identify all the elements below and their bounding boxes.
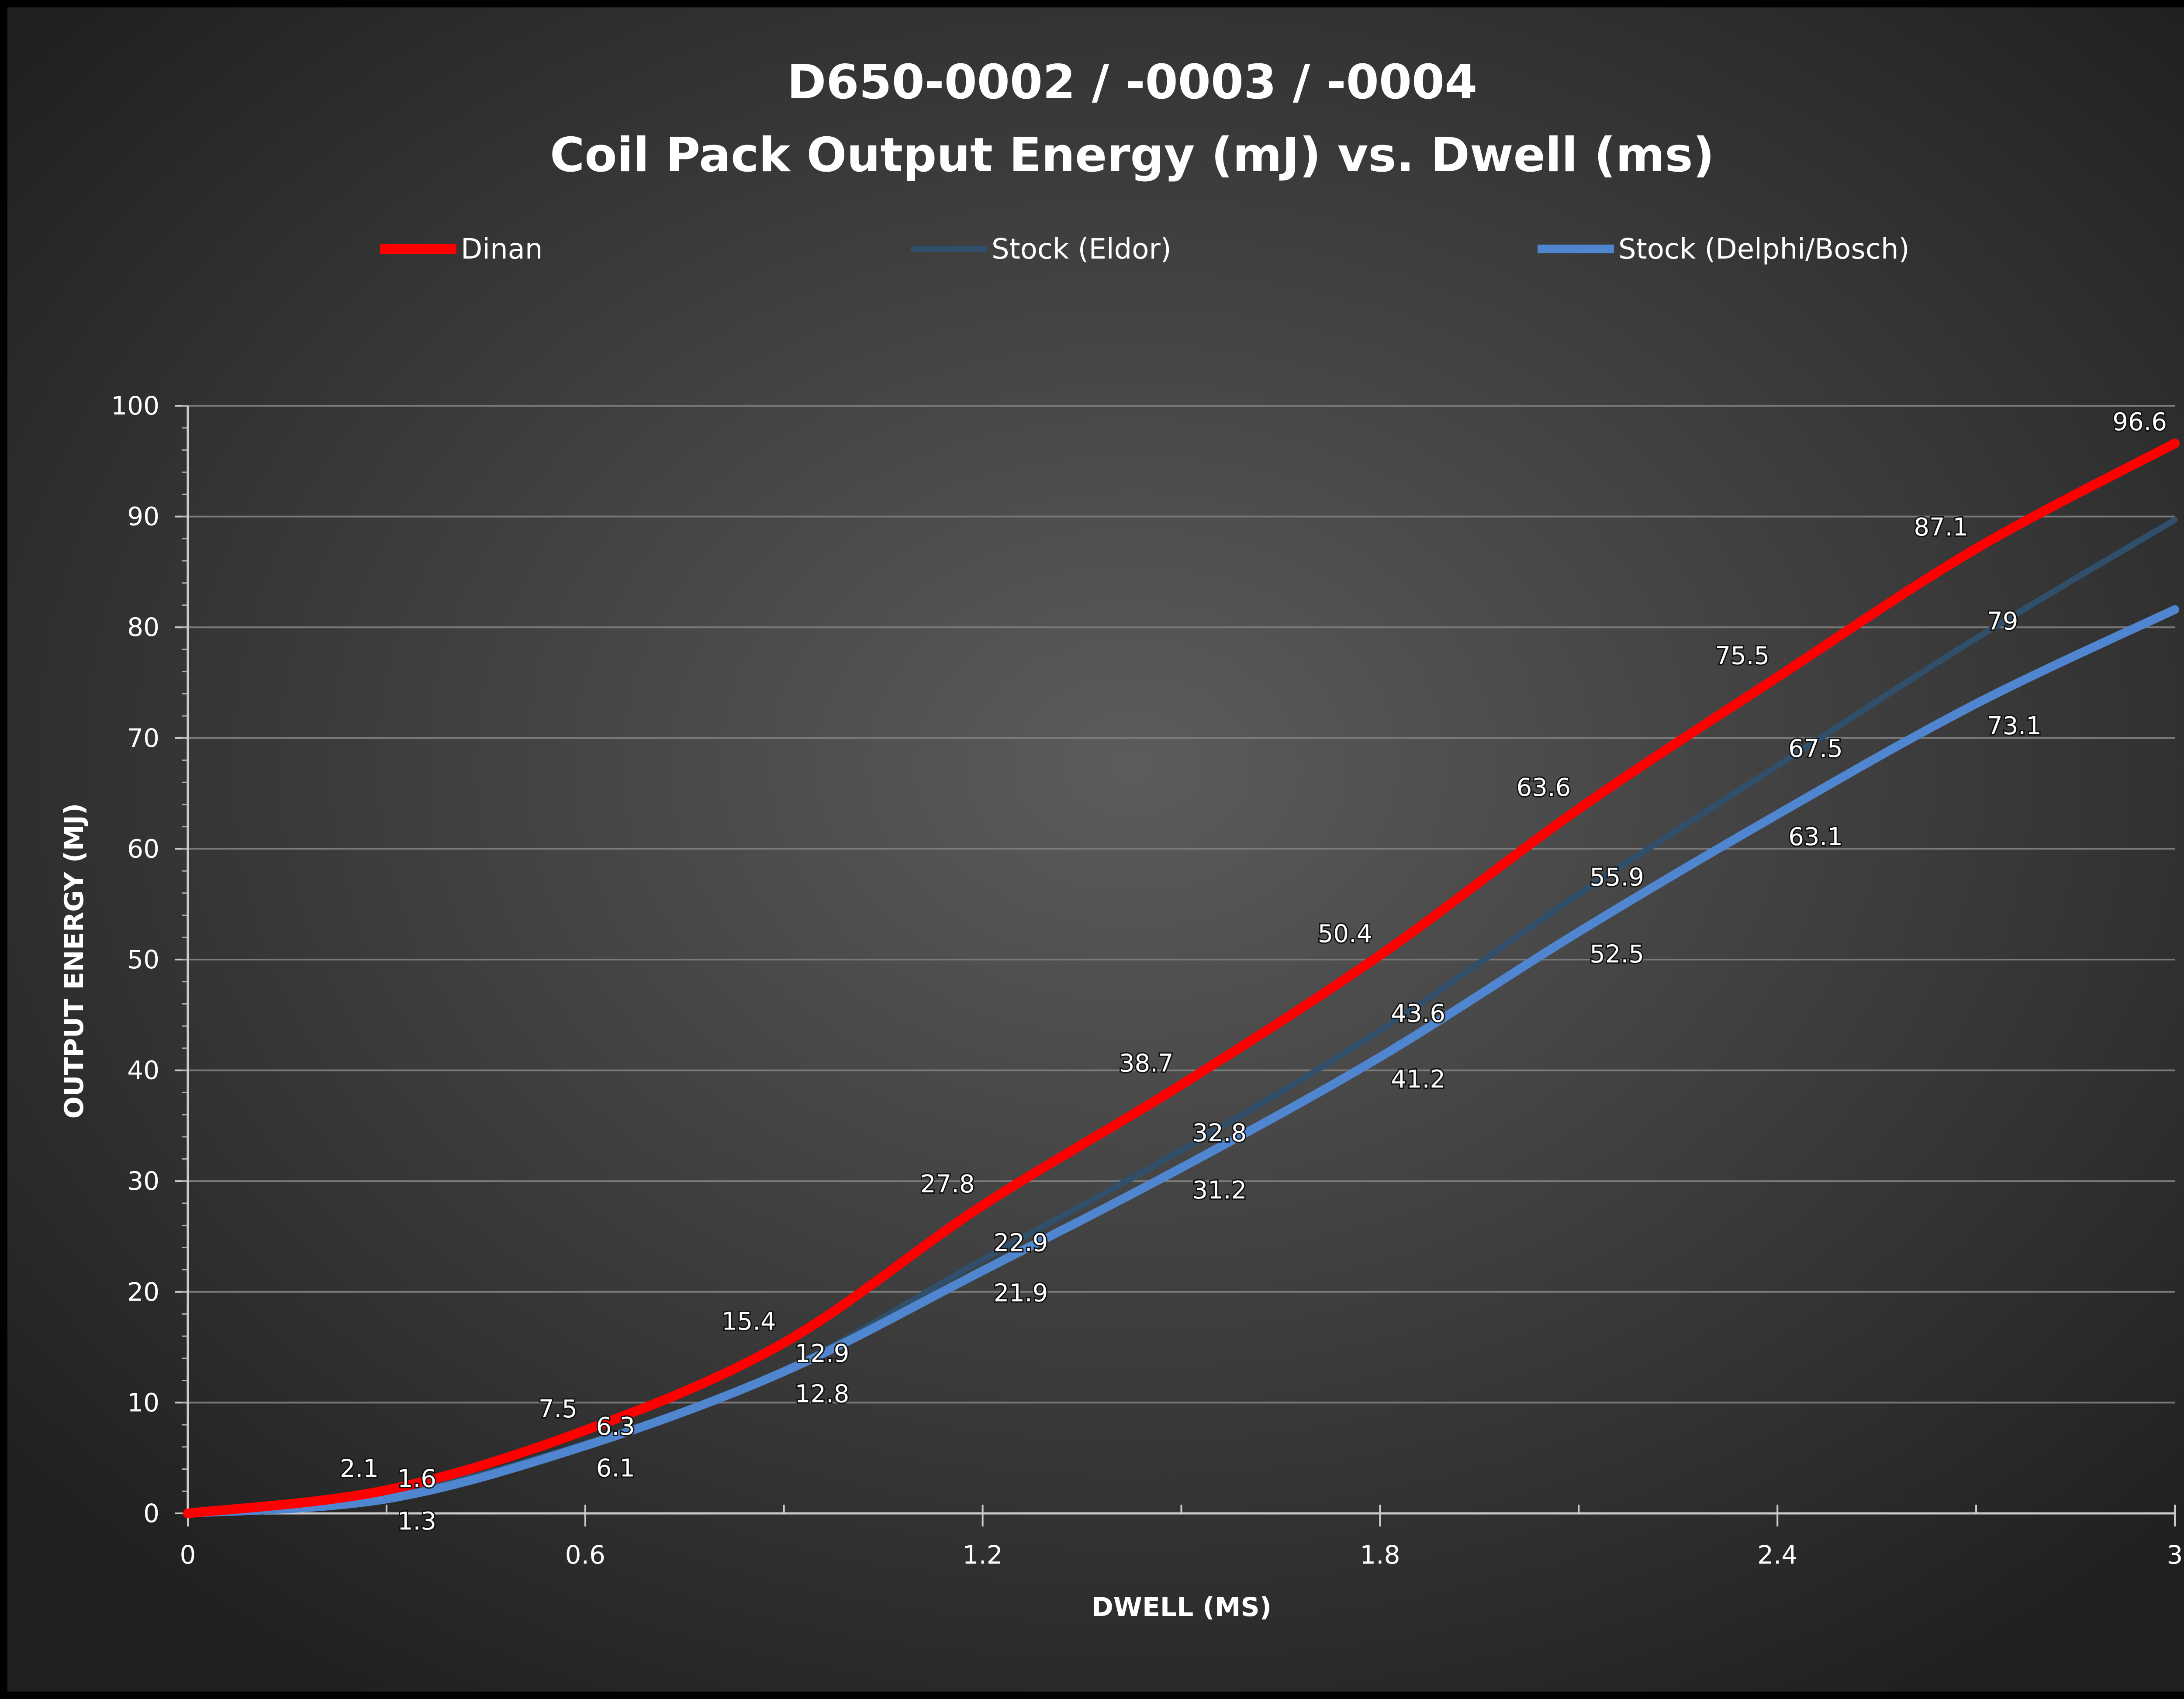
data-label: 12.9 <box>795 1340 850 1368</box>
data-label: 38.7 <box>1119 1050 1174 1078</box>
y-tick-label: 90 <box>127 502 159 532</box>
gridlines <box>188 405 2175 1404</box>
legend-label: Stock (Eldor) <box>992 233 1171 266</box>
data-label: 75.5 <box>1715 642 1770 670</box>
data-label: 63.6 <box>1517 774 1571 802</box>
data-label: 6.3 <box>596 1412 635 1441</box>
y-tick-label: 40 <box>127 1056 159 1085</box>
x-tick-label: 1.8 <box>1360 1540 1400 1570</box>
x-tick-label: 3 <box>2167 1540 2183 1570</box>
y-axis-label: OUTPUT ENERGY (MJ) <box>59 803 90 1119</box>
legend-label: Dinan <box>461 233 543 266</box>
series-lines <box>183 439 2180 1518</box>
chart-title-line1: D650-0002 / -0003 / -0004 <box>787 55 1478 110</box>
data-label: 12.8 <box>795 1380 850 1408</box>
series-line-0 <box>183 439 2180 1518</box>
x-tick-label: 0.6 <box>565 1540 605 1570</box>
data-label: 63.1 <box>1788 823 1843 851</box>
y-tick-label: 10 <box>127 1388 159 1417</box>
y-tick-label: 20 <box>127 1277 159 1307</box>
chart-title-line2: Coil Pack Output Energy (mJ) vs. Dwell (… <box>550 128 1714 183</box>
data-label: 32.8 <box>1192 1119 1247 1147</box>
series-line-2 <box>183 605 2179 1518</box>
data-label: 1.3 <box>397 1507 436 1536</box>
data-label: 52.5 <box>1590 940 1644 969</box>
data-label: 43.6 <box>1391 999 1445 1028</box>
y-tick-label: 0 <box>143 1499 159 1528</box>
y-tick-label: 50 <box>127 945 159 974</box>
data-label: 50.4 <box>1318 920 1372 948</box>
data-label: 15.4 <box>722 1307 776 1336</box>
data-label: 22.9 <box>994 1229 1048 1257</box>
data-label: 21.9 <box>994 1279 1048 1308</box>
data-label: 1.6 <box>397 1464 436 1493</box>
x-axis-label: DWELL (MS) <box>1092 1592 1272 1623</box>
data-label: 87.1 <box>1914 513 1968 542</box>
data-label: 67.5 <box>1788 735 1843 763</box>
x-tick-label: 1.2 <box>962 1540 1002 1570</box>
y-tick-label: 70 <box>127 723 159 753</box>
data-label: 31.2 <box>1192 1176 1247 1205</box>
legend-label: Stock (Delphi/Bosch) <box>1618 233 1910 266</box>
data-label: 79 <box>1987 608 2018 636</box>
data-label: 73.1 <box>1987 712 2042 740</box>
x-tick-label: 2.4 <box>1757 1540 1797 1570</box>
data-label: 55.9 <box>1590 863 1644 891</box>
y-tick-label: 30 <box>127 1166 159 1196</box>
data-labels: 2.1 1.6 1.3 7.5 6.3 6.1 15.4 12.9 12.8 27.8 22.9 21… <box>339 407 2168 1537</box>
y-tick-label: 100 <box>111 391 159 421</box>
data-label: 6.1 <box>596 1454 635 1482</box>
data-label: 41.2 <box>1391 1065 1445 1094</box>
data-label: 96.6 <box>2112 408 2167 436</box>
x-tick-label: 0 <box>180 1540 196 1570</box>
data-label: 2.1 <box>340 1455 379 1483</box>
data-label: 7.5 <box>539 1395 577 1423</box>
legend: Dinan Stock (Eldor) Stock (Delphi/Bosch) <box>380 233 1910 266</box>
data-label: 27.8 <box>920 1170 975 1198</box>
y-tick-label: 80 <box>127 612 159 642</box>
axes: 0 10 20 30 40 50 60 70 80 90 100 0 0.6 1.2 1.8 2.4 3 <box>111 391 2183 1570</box>
y-tick-label: 60 <box>127 834 159 863</box>
